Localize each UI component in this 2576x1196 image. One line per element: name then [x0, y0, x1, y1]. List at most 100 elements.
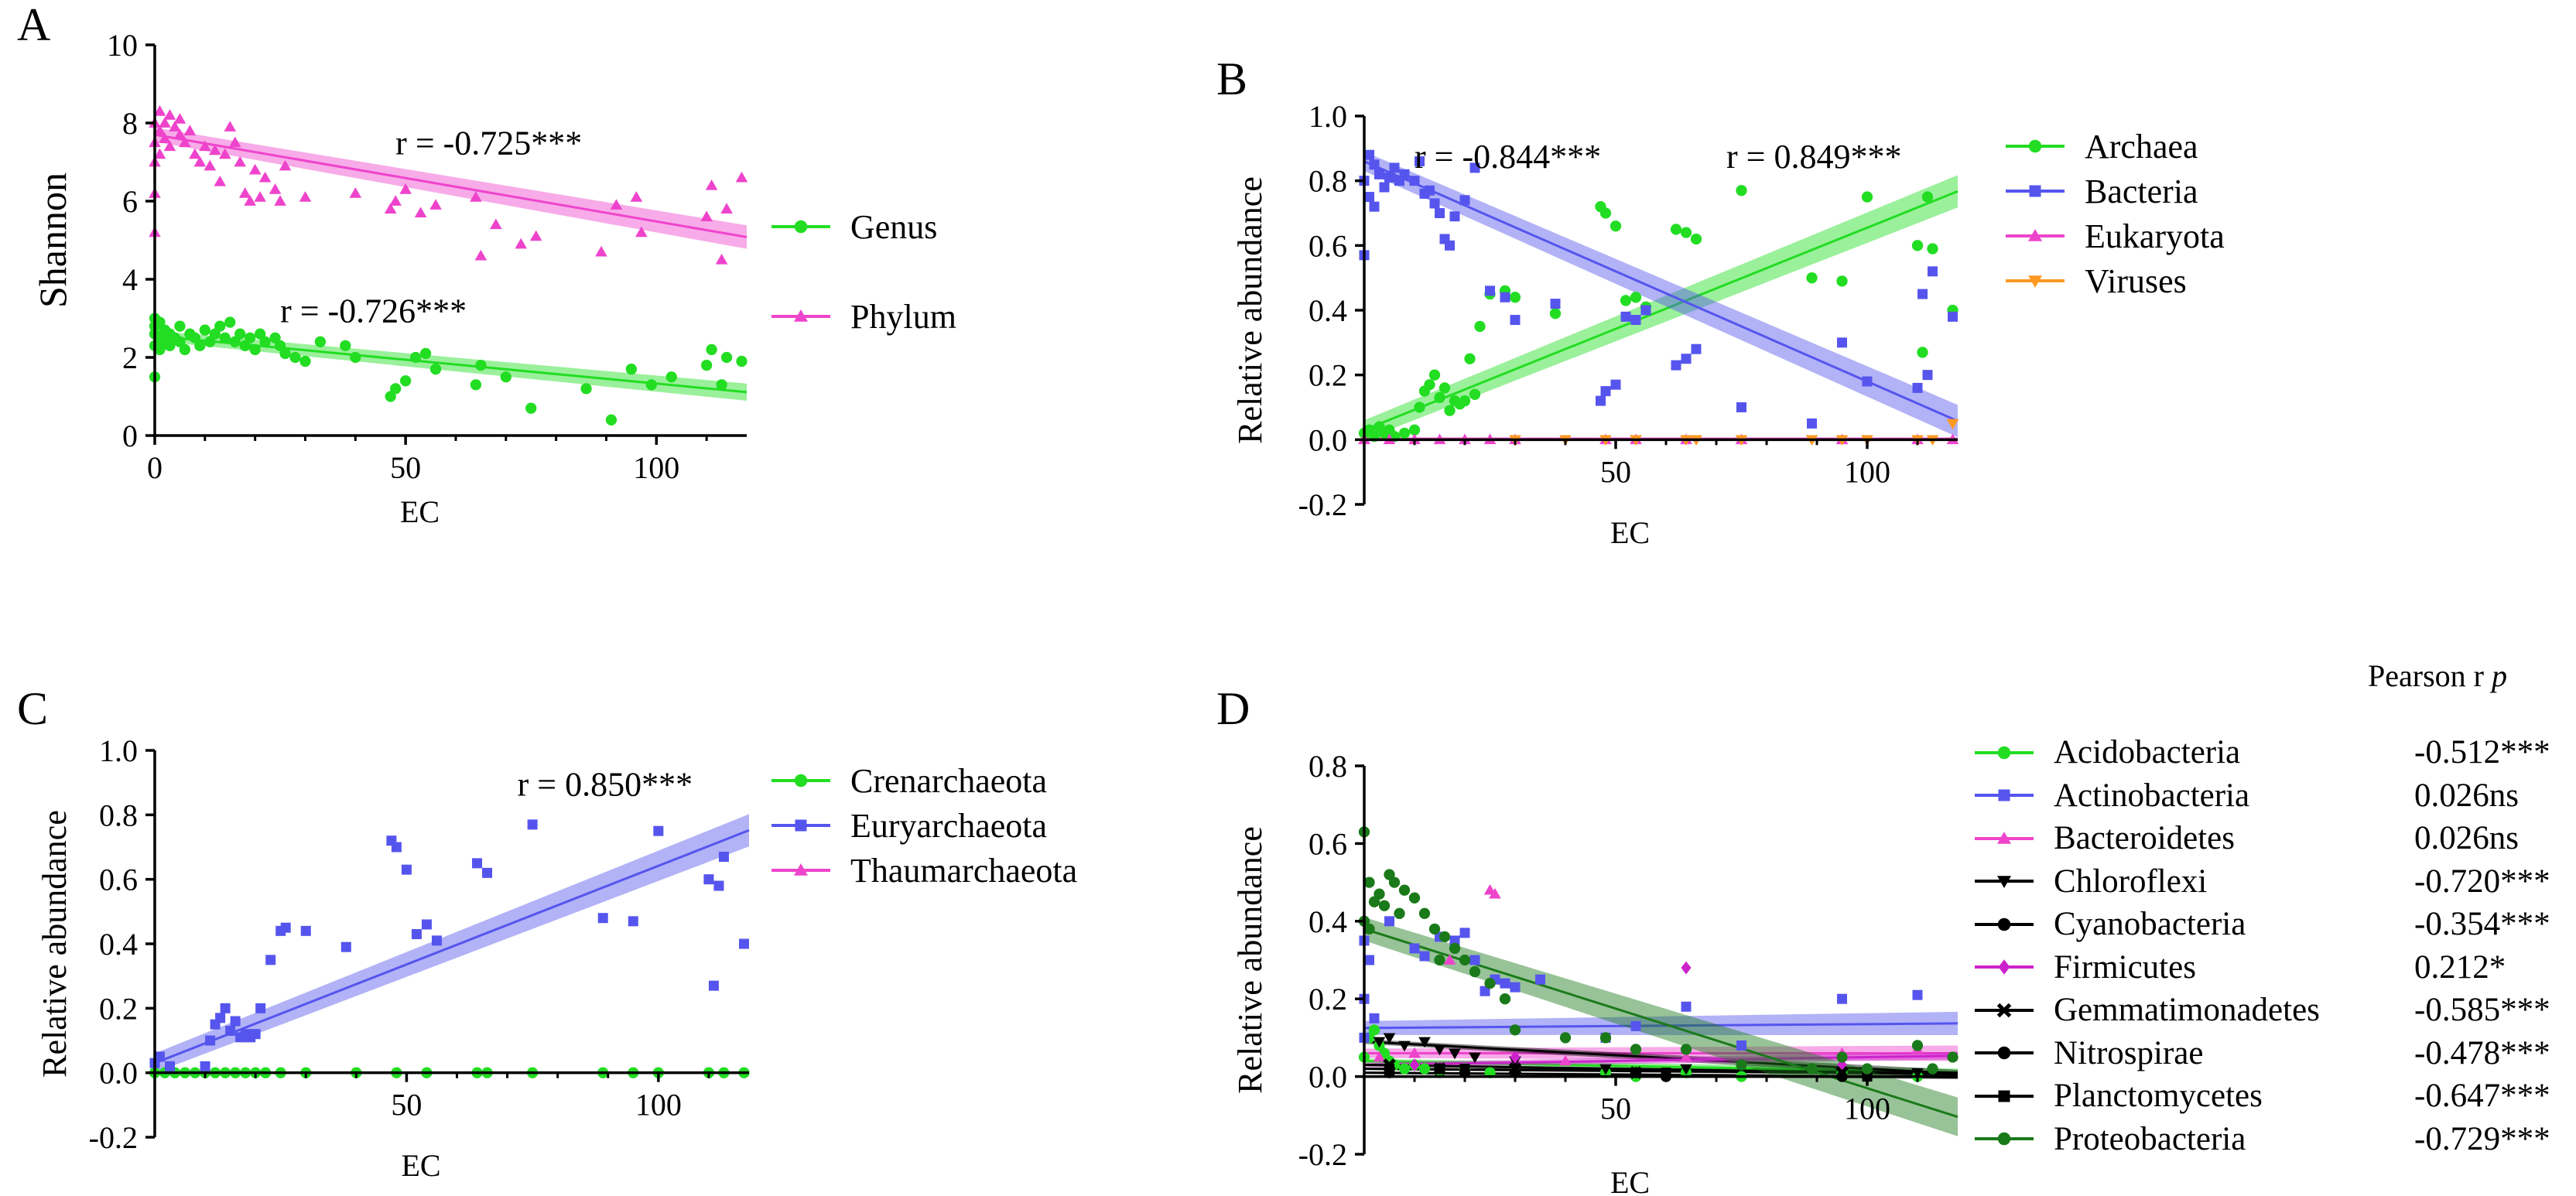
point-genus-50 — [580, 383, 592, 395]
point-euryarchaeota-13 — [250, 1029, 261, 1040]
point-euryarchaeota-2 — [165, 1061, 176, 1071]
legend-marker-icon — [2006, 275, 2065, 288]
point-genus-48 — [500, 371, 511, 383]
legend-label: Viruses — [2085, 261, 2187, 300]
point-genus-55 — [700, 359, 713, 371]
point-planctomycetes-0 — [1384, 1064, 1394, 1075]
point-chloroflexi-3 — [1418, 1037, 1431, 1048]
point-bacteria-12 — [1409, 176, 1420, 186]
point-euryarchaeota-29 — [597, 913, 608, 924]
point-bacteria-21 — [1459, 195, 1470, 206]
point-actinobacteria-12 — [1480, 986, 1490, 996]
point-bacteria-38 — [1837, 337, 1847, 348]
point-phylum-27 — [238, 187, 251, 198]
point-phylum-20 — [204, 159, 217, 171]
point-archaea-28 — [1610, 220, 1622, 232]
point-phylum-30 — [254, 191, 266, 202]
point-actinobacteria-19 — [1681, 1001, 1692, 1012]
point-phylum-31 — [258, 171, 272, 183]
point-genus-36 — [299, 355, 311, 367]
legend-r-value: -0.647*** — [2414, 1078, 2550, 1115]
point-genus-58 — [720, 351, 733, 364]
legend-marker-icon — [771, 220, 830, 234]
point-proteobacteria-19 — [1484, 977, 1496, 989]
point-archaea-8 — [1408, 424, 1421, 436]
legend-panel-b: Archaea Bacteria Eukaryota Viruses — [2004, 124, 2225, 303]
point-bacteria-20 — [1449, 211, 1460, 222]
legend-item-phylum: Phylum — [770, 272, 956, 361]
point-phylum-34 — [279, 159, 292, 171]
point-euryarchaeota-4 — [205, 1035, 216, 1046]
point-archaea-33 — [1680, 227, 1692, 238]
point-euryarchaeota-35 — [718, 852, 729, 862]
x-tick-label: 100 — [635, 1088, 682, 1123]
x-tick-label: 0 — [147, 450, 162, 485]
point-bacteria-27 — [1596, 395, 1606, 406]
point-phylum-35 — [299, 191, 312, 202]
legend-label: Nitrospirae — [2054, 1034, 2204, 1071]
point-acidobacteria-2 — [1368, 1024, 1380, 1036]
point-actinobacteria-6 — [1409, 943, 1420, 954]
point-phylum-24 — [224, 121, 237, 132]
legend-marker-circle — [1997, 1133, 2011, 1146]
point-bacteria-26 — [1550, 299, 1561, 309]
legend-label: Euryarchaeota — [850, 806, 1048, 845]
legend-r-value: -0.585*** — [2414, 992, 2550, 1029]
point-actinobacteria-21 — [1837, 993, 1847, 1004]
point-bacteria-32 — [1640, 305, 1651, 316]
point-bacteroidetes-5 — [1559, 1054, 1572, 1066]
point-phylum-11 — [163, 140, 176, 152]
fit-line-euryarchaeota — [154, 829, 750, 1064]
point-archaea-18 — [1459, 395, 1471, 407]
point-archaea-9 — [1414, 402, 1425, 413]
point-bacteria-40 — [1912, 382, 1923, 393]
legend-marker-circle — [794, 220, 808, 234]
pearson-p-label: p — [2491, 658, 2507, 693]
x-axis-label: EC — [401, 1148, 440, 1183]
panel-label-c: C — [17, 683, 49, 734]
panel-label-a: A — [17, 0, 51, 50]
point-proteobacteria-22 — [1559, 1032, 1572, 1044]
point-chloroflexi-0 — [1373, 1037, 1386, 1048]
legend-item-genus: Genus — [770, 182, 956, 272]
point-genus-49 — [525, 402, 537, 414]
y-tick-label: 0.4 — [1309, 293, 1347, 328]
x-tick-label: 50 — [390, 450, 421, 485]
fit-band-genus — [155, 330, 747, 402]
point-bacteria-5 — [1369, 201, 1380, 212]
point-euryarchaeota-24 — [421, 919, 432, 930]
legend-panel-c: Crenarchaeota Euryarchaeota Thaumarchaeota — [770, 758, 1077, 893]
legend-r-value: 0.026ns — [2414, 777, 2519, 814]
chart-panel-c: -0.2 0.0 0.2 0.4 0.6 0.8 1.0 50 100 EC Relative ab… — [36, 733, 750, 1183]
point-actinobacteria-7 — [1419, 951, 1430, 962]
legend-marker-icon — [1975, 1003, 2034, 1018]
x-axis-label: EC — [1610, 1165, 1650, 1196]
legend-item-acidobacteria: Acidobacteria -0.512*** — [1973, 731, 2550, 774]
legend-marker-circle — [1997, 918, 2011, 931]
legend-item-chloroflexi: Chloroflexi -0.720*** — [1973, 860, 2550, 904]
legend-label: Chloroflexi — [2054, 863, 2208, 900]
point-bacteria-34 — [1681, 354, 1692, 364]
point-phylum-14 — [173, 113, 186, 124]
point-bacteria-6 — [1374, 169, 1384, 179]
fit-band-proteobacteria — [1364, 917, 1958, 1136]
point-genus-44 — [419, 347, 432, 360]
x-axis-label: EC — [400, 494, 440, 529]
legend-marker-icon — [1975, 789, 2034, 801]
x-tick-label: 100 — [633, 450, 679, 485]
legend-r-value: -0.512*** — [2414, 734, 2550, 771]
point-actinobacteria-14 — [1500, 978, 1510, 989]
point-phylum-33 — [274, 195, 286, 206]
legend-marker-icon — [2006, 139, 2065, 153]
legend-marker-triangle-down — [2028, 275, 2042, 288]
point-euryarchaeota-3 — [200, 1061, 210, 1071]
legend-marker-icon — [1975, 918, 2034, 931]
point-bacteria-29 — [1610, 379, 1621, 390]
legend-marker-icon — [1975, 876, 2034, 889]
point-bacteria-17 — [1435, 208, 1445, 218]
legend-r-value: 0.212* — [2414, 948, 2506, 986]
point-euryarchaeota-19 — [340, 941, 351, 952]
point-bacteria-25 — [1510, 315, 1521, 326]
point-archaea-36 — [1806, 272, 1818, 284]
point-proteobacteria-10 — [1398, 884, 1411, 896]
